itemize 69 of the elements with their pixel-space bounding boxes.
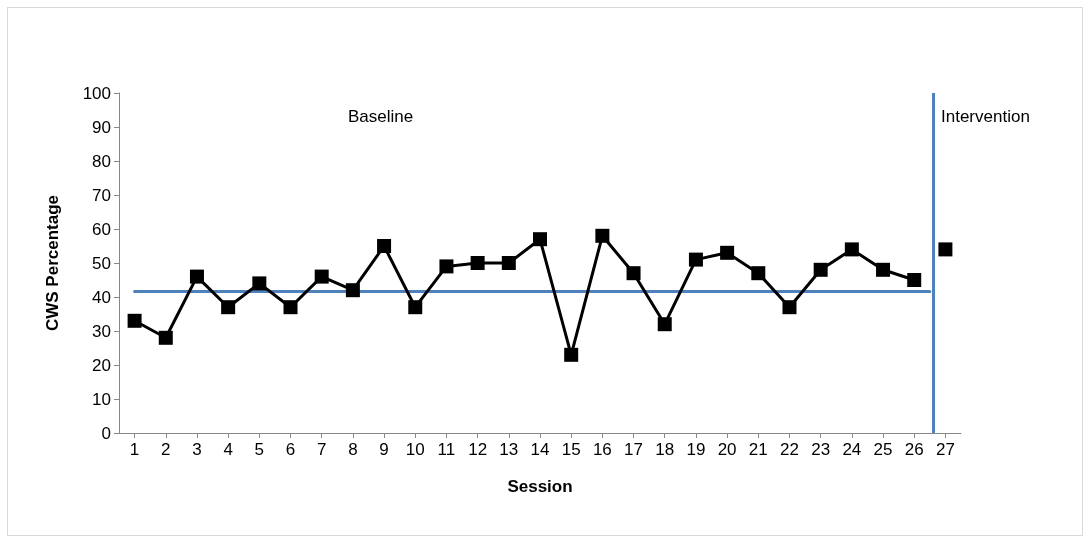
x-tick-label: 16 — [592, 440, 612, 459]
x-tick-label: 5 — [254, 440, 265, 459]
point — [377, 239, 392, 253]
x-tick-label: 4 — [223, 440, 233, 459]
point — [127, 313, 142, 328]
point — [439, 259, 454, 274]
x-tick-label: 14 — [530, 440, 550, 459]
x-tick-label: 9 — [379, 440, 389, 459]
y-tick-label: 40 — [92, 287, 111, 307]
y-tick-label: 10 — [92, 389, 111, 409]
point — [688, 252, 703, 267]
x-tick-label: 8 — [348, 440, 358, 459]
y-tick-label: 70 — [92, 185, 111, 205]
point — [751, 266, 766, 281]
point — [408, 300, 423, 315]
point — [564, 347, 579, 362]
point — [907, 273, 922, 287]
point — [158, 330, 173, 345]
point — [345, 283, 360, 298]
x-tick-label: 12 — [468, 440, 488, 459]
y-tick-label: 60 — [92, 219, 111, 239]
y-tick-label: 20 — [92, 355, 111, 375]
y-axis-title: CWS Percentage — [43, 194, 62, 332]
annotation: Baseline — [348, 107, 414, 126]
x-tick-label: 19 — [686, 440, 706, 459]
point — [533, 232, 547, 247]
x-tick-label: 24 — [842, 440, 862, 459]
x-tick-label: 23 — [811, 440, 831, 459]
point — [782, 300, 797, 315]
x-tick-label: 22 — [780, 440, 799, 459]
point — [876, 262, 891, 277]
point — [189, 269, 204, 284]
point — [595, 228, 610, 243]
point — [626, 266, 641, 281]
point — [813, 262, 828, 277]
x-tick-label: 27 — [935, 440, 955, 459]
x-tick-label: 10 — [405, 440, 425, 459]
annotation: Intervention — [941, 107, 1030, 126]
point — [938, 242, 953, 257]
y-tick-label: 50 — [92, 253, 111, 273]
point — [470, 256, 485, 270]
point — [501, 256, 516, 270]
x-tick-label: 21 — [748, 440, 768, 459]
point — [221, 300, 236, 315]
x-tick-label: 11 — [437, 440, 456, 459]
point — [283, 300, 298, 315]
point — [252, 276, 267, 291]
y-tick-label: 80 — [92, 151, 111, 171]
y-tick-label: 30 — [92, 321, 111, 341]
point — [657, 317, 672, 332]
x-tick-label: 17 — [624, 440, 644, 459]
point — [844, 242, 859, 257]
x-tick-label: 18 — [655, 440, 675, 459]
x-tick-label: 15 — [561, 440, 581, 459]
x-tick-label: 13 — [499, 440, 519, 459]
x-tick-label: 1 — [129, 440, 140, 459]
x-tick-label: 3 — [192, 440, 202, 459]
x-tick-label: 20 — [717, 440, 737, 459]
y-tick-label: 100 — [82, 83, 111, 103]
x-tick-label: 26 — [904, 440, 924, 459]
y-tick-label: 0 — [101, 423, 111, 443]
point — [314, 269, 329, 284]
y-tick-label: 90 — [92, 117, 111, 137]
point — [720, 245, 735, 260]
x-tick-label: 6 — [285, 440, 296, 459]
x-axis-title: Session — [507, 477, 573, 496]
x-tick-label: 7 — [316, 440, 327, 459]
x-tick-label: 2 — [161, 440, 171, 459]
x-tick-label: 25 — [873, 440, 893, 459]
